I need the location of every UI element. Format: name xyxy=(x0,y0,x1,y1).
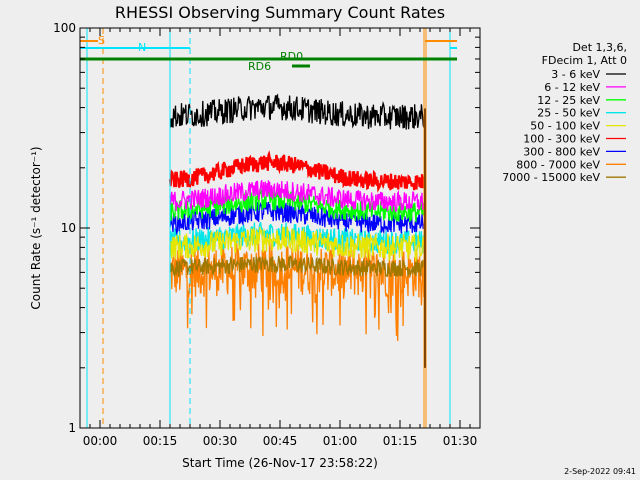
x-tick-label-1: 00:15 xyxy=(143,434,178,448)
series-line-5 xyxy=(168,149,427,193)
series-line-7 xyxy=(169,242,426,342)
legend-header-2: FDecim 1, Att 0 xyxy=(542,54,627,67)
legend-label-3: 25 - 50 keV xyxy=(537,107,600,120)
x-tick-label-0: 00:00 xyxy=(83,434,118,448)
chart-title: RHESSI Observing Summary Count Rates xyxy=(115,3,445,22)
x-tick-label-4: 01:00 xyxy=(323,434,358,448)
x-axis-label: Start Time (26-Nov-17 23:58:22) xyxy=(182,456,378,470)
legend-label-0: 3 - 6 keV xyxy=(551,68,600,81)
series-line-1 xyxy=(169,180,426,213)
legend-label-4: 50 - 100 keV xyxy=(530,120,600,133)
x-tick-label-5: 01:15 xyxy=(383,434,418,448)
axis-ticks: 00:00 00:15 00:30 00:45 01:00 01:15 01:30 1 10 10… xyxy=(53,21,481,448)
x-tick-label-6: 01:30 xyxy=(443,434,478,448)
legend-label-5: 100 - 300 keV xyxy=(523,133,600,146)
flag-label-n: N xyxy=(138,41,146,54)
x-tick-label-3: 00:45 xyxy=(263,434,298,448)
flag-label-s: S xyxy=(98,34,105,47)
footer-date: 2-Sep-2022 09:41 xyxy=(564,467,636,476)
flag-bars: S N RD0 RD6 xyxy=(80,34,457,73)
y-tick-label-2: 100 xyxy=(53,21,76,35)
legend-label-2: 12 - 25 keV xyxy=(537,94,600,107)
x-tick-label-2: 00:30 xyxy=(203,434,238,448)
legend-label-8: 7000 - 15000 keV xyxy=(502,171,600,184)
y-axis-label: Count Rate (s⁻¹ detector⁻¹) xyxy=(29,146,43,309)
series-line-4 xyxy=(169,226,426,263)
legend-label-6: 300 - 800 keV xyxy=(523,145,600,158)
series-line-6 xyxy=(169,201,426,236)
y-tick-label-1: 10 xyxy=(61,221,76,235)
series-line-8 xyxy=(169,254,426,278)
flag-label-rd6: RD6 xyxy=(248,60,271,73)
legend-header-1: Det 1,3,6, xyxy=(572,41,627,54)
legend-label-7: 800 - 7000 keV xyxy=(516,158,600,171)
y-tick-label-0: 1 xyxy=(68,421,76,435)
flag-label-rd0: RD0 xyxy=(280,50,303,63)
legend-label-1: 6 - 12 keV xyxy=(544,81,600,94)
series-line-0 xyxy=(169,93,426,130)
